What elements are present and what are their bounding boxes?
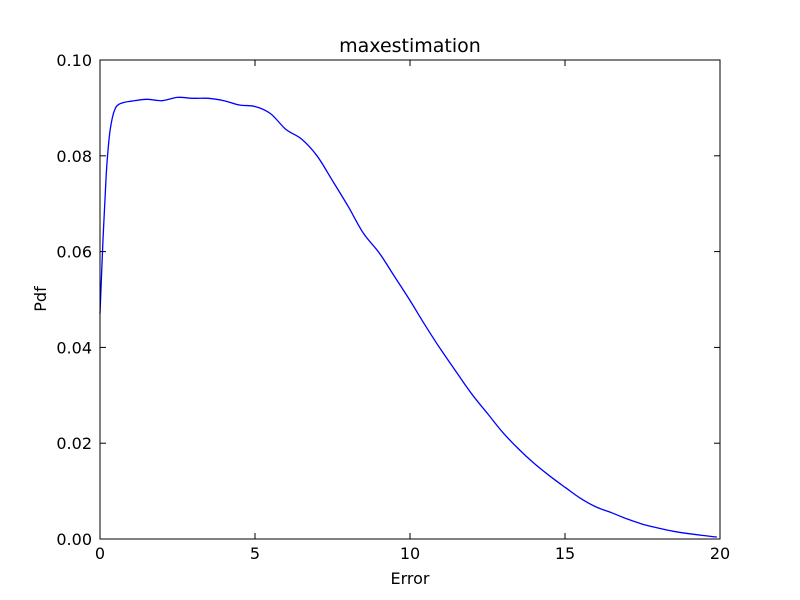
x-tick-label: 20: [710, 544, 730, 563]
tick-labels: 0 5 10 15 20 0.00 0.02 0.04 0.06 0.08 0.10: [56, 51, 730, 563]
x-tick-label: 5: [250, 544, 260, 563]
x-tick-label: 0: [95, 544, 105, 563]
chart-title: maxestimation: [339, 35, 481, 57]
x-axis-label: Error: [391, 569, 430, 588]
y-tick-label: 0.00: [56, 530, 92, 549]
y-tick-label: 0.02: [56, 434, 92, 453]
series-line: [99, 96, 717, 538]
y-tick-label: 0.08: [56, 147, 92, 166]
x-tick-label: 10: [400, 544, 420, 563]
plot-frame: [99, 59, 721, 540]
x-tick-label: 15: [555, 544, 575, 563]
y-axis-label: Pdf: [31, 286, 50, 312]
y-tick-label: 0.04: [56, 338, 92, 357]
y-tick-label: 0.10: [56, 51, 92, 70]
y-tick-label: 0.06: [56, 243, 92, 262]
